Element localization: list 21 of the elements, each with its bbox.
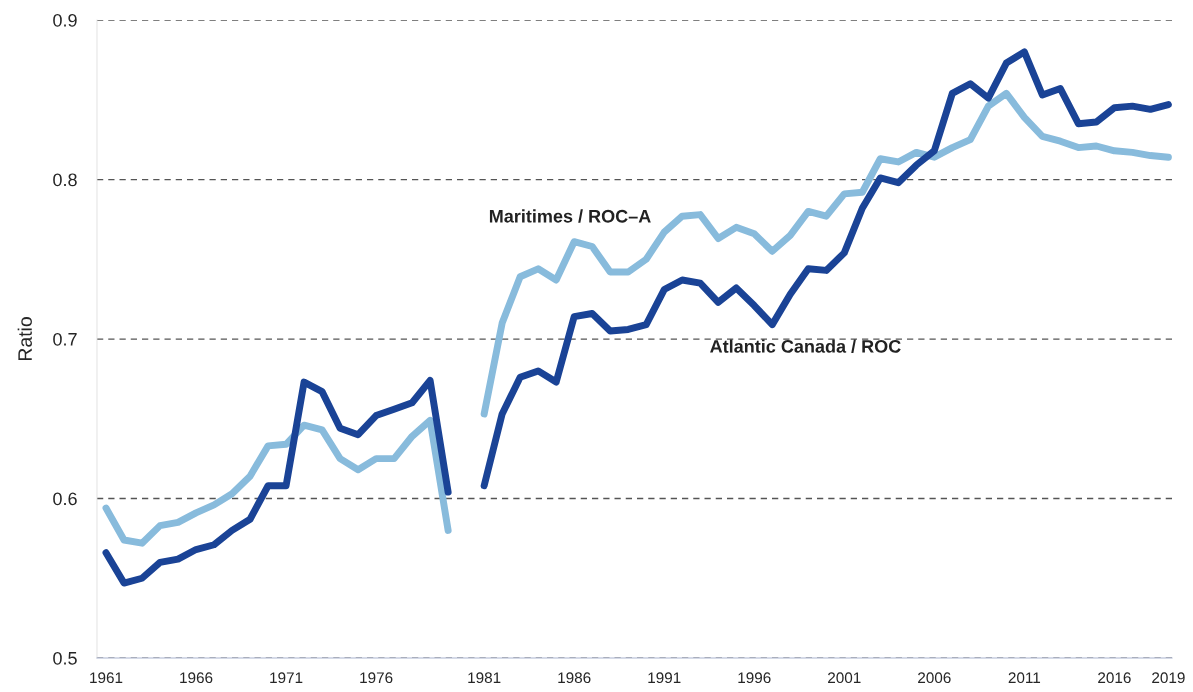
y-tick-label: 0.7	[53, 332, 77, 346]
y-tick-label: 0.9	[53, 13, 77, 27]
x-tick-label: 1966	[180, 672, 213, 684]
x-tick-label: 1991	[648, 672, 681, 684]
x-tick-label: 2016	[1098, 672, 1131, 684]
x-tick-label: 1986	[558, 672, 591, 684]
y-axis-title: Ratio	[17, 317, 32, 361]
x-tick-label: 2019	[1152, 672, 1185, 684]
y-tick-label: 0.5	[53, 651, 77, 665]
x-tick-label: 2011	[1008, 672, 1041, 684]
x-tick-label: 1976	[360, 672, 393, 684]
y-tick-label: 0.8	[53, 173, 77, 187]
x-tick-label: 1971	[270, 672, 303, 684]
x-tick-label: 1996	[738, 672, 771, 684]
x-tick-label: 1981	[468, 672, 501, 684]
x-tick-label: 2001	[828, 672, 861, 684]
series-label: Maritimes / ROC–A	[489, 209, 651, 223]
x-tick-label: 2006	[918, 672, 951, 684]
y-tick-label: 0.6	[53, 492, 77, 506]
text: Atlantic Canada / ROC	[710, 339, 901, 353]
x-tick-label: 1961	[90, 672, 123, 684]
